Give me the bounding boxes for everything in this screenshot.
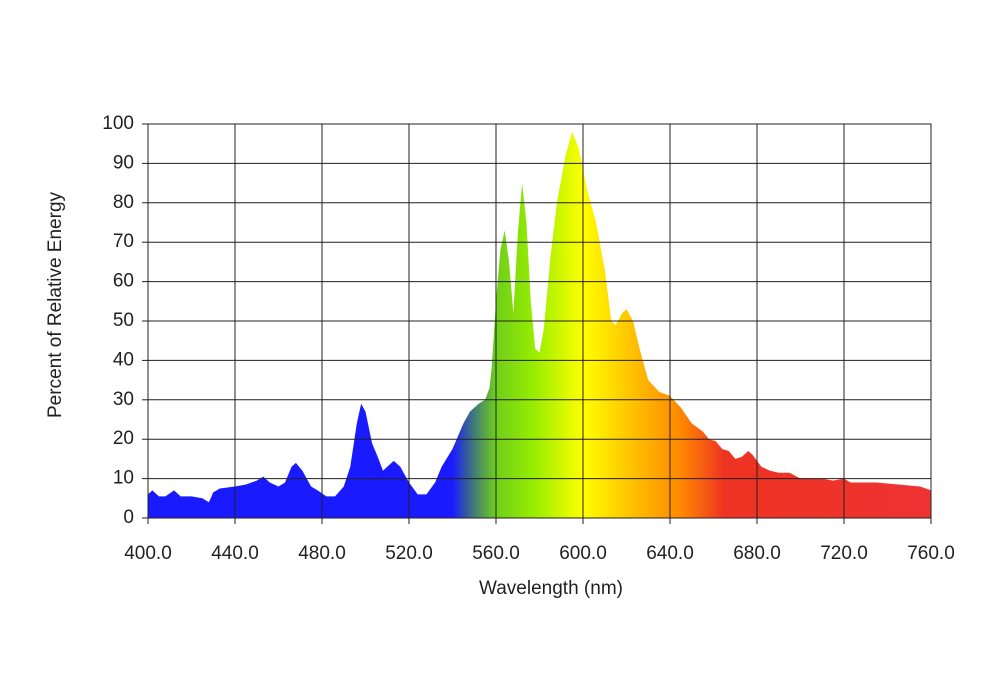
x-tick-label: 520.0 [385, 543, 433, 564]
x-axis-label: Wavelength (nm) [479, 578, 623, 599]
spectrum-area [148, 131, 931, 518]
x-tick-label: 720.0 [820, 543, 868, 564]
y-tick-label: 70 [113, 231, 134, 252]
x-tick-label: 440.0 [211, 543, 259, 564]
x-tick-label: 560.0 [472, 543, 520, 564]
y-tick-label: 80 [113, 192, 134, 213]
y-tick-label: 100 [102, 113, 134, 134]
x-tick-label: 760.0 [907, 543, 955, 564]
y-tick-label: 40 [113, 349, 134, 370]
y-tick-label: 30 [113, 389, 134, 410]
x-tick-label: 600.0 [559, 543, 607, 564]
y-tick-label: 10 [113, 468, 134, 489]
y-tick-label: 50 [113, 310, 134, 331]
plot-frame [147, 123, 932, 519]
y-tick-label: 20 [113, 428, 134, 449]
y-axis-label: Percent of Relative Energy [45, 192, 66, 419]
x-tick-label: 640.0 [646, 543, 694, 564]
y-tick-label: 0 [123, 507, 134, 528]
x-tick-label: 680.0 [733, 543, 781, 564]
x-tick-label: 480.0 [298, 543, 346, 564]
y-tick-label: 90 [113, 152, 134, 173]
x-tick-label: 400.0 [124, 543, 172, 564]
y-tick-label: 60 [113, 271, 134, 292]
